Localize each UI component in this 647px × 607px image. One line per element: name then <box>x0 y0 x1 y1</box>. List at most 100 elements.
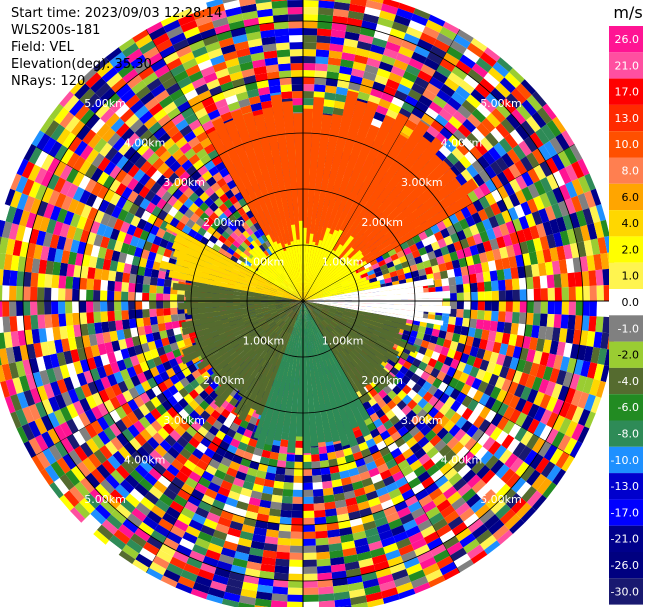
noise-gate <box>443 356 454 367</box>
noise-gate <box>91 152 105 168</box>
noise-gate <box>531 325 540 339</box>
noise-gate <box>425 19 443 33</box>
noise-gate <box>135 301 143 310</box>
noise-gate <box>142 72 159 86</box>
noise-gate <box>161 399 173 412</box>
noise-gate <box>575 286 583 301</box>
noise-gate <box>551 431 565 448</box>
noise-gate <box>137 266 146 276</box>
noise-gate <box>163 307 171 316</box>
noise-gate <box>505 493 522 509</box>
noise-gate <box>162 137 176 151</box>
noise-gate <box>462 344 473 356</box>
noise-gate <box>155 363 166 375</box>
noise-gate <box>146 152 160 166</box>
noise-gate <box>486 112 501 128</box>
noise-gate <box>257 236 265 245</box>
noise-gate <box>146 567 164 581</box>
noise-gate <box>520 430 534 446</box>
noise-gate <box>192 159 205 171</box>
noise-gate <box>85 438 100 454</box>
noise-gate <box>16 285 24 301</box>
noise-gate <box>377 463 389 474</box>
noise-gate <box>506 148 521 164</box>
noise-gate <box>276 544 291 553</box>
noise-gate <box>447 491 462 505</box>
noise-gate <box>414 337 423 347</box>
noise-gate <box>546 353 557 369</box>
noise-gate <box>134 105 149 119</box>
noise-gate <box>103 426 117 441</box>
noise-gate <box>154 444 168 458</box>
noise-gate <box>163 101 178 115</box>
noise-gate <box>76 124 91 141</box>
noise-gate <box>85 113 101 130</box>
noise-gate <box>56 235 67 251</box>
noise-gate <box>562 371 574 388</box>
noise-gate <box>332 584 349 594</box>
noise-gate <box>155 227 166 239</box>
noise-gate <box>31 455 45 472</box>
noise-gate <box>169 374 180 385</box>
noise-gate <box>315 530 328 539</box>
noise-gate <box>469 224 480 236</box>
noise-gate <box>166 562 184 576</box>
noise-gate <box>589 205 601 224</box>
noise-gate <box>106 238 117 251</box>
noise-gate <box>462 226 473 239</box>
noise-gate <box>76 372 88 387</box>
noise-gate <box>600 219 610 237</box>
noise-gate <box>561 301 569 315</box>
noise-gate <box>117 524 135 539</box>
noise-gate <box>100 290 108 301</box>
noise-gate <box>303 580 319 588</box>
noise-gate <box>74 481 90 498</box>
noise-gate <box>482 371 493 384</box>
noise-gate <box>328 542 343 552</box>
noise-gate <box>237 244 246 253</box>
noise-gate <box>60 437 75 454</box>
noise-gate <box>510 267 519 280</box>
noise-gate <box>115 196 128 209</box>
noise-gate <box>184 176 196 188</box>
noise-gate <box>248 497 261 507</box>
noise-gate <box>79 477 95 494</box>
noise-gate <box>81 334 91 348</box>
noise-gate <box>378 492 392 504</box>
noise-gate <box>143 267 153 277</box>
noise-gate <box>207 149 219 161</box>
noise-gate <box>72 156 86 172</box>
noise-gate <box>174 333 184 343</box>
noise-gate <box>96 61 114 78</box>
noise-gate <box>440 346 450 357</box>
noise-gate <box>115 182 127 196</box>
noise-gate <box>183 563 201 576</box>
noise-gate <box>577 158 590 176</box>
noise-gate <box>355 435 366 445</box>
noise-gate <box>369 259 378 267</box>
noise-gate <box>485 250 495 262</box>
noise-gate <box>0 332 6 349</box>
noise-gate <box>319 460 330 469</box>
noise-gate <box>531 111 547 129</box>
noise-gate <box>2 285 10 301</box>
noise-gate <box>415 352 425 362</box>
noise-gate <box>410 414 422 426</box>
noise-gate <box>207 441 219 453</box>
noise-gate <box>475 319 485 330</box>
noise-gate <box>59 111 75 129</box>
noise-gate <box>172 413 185 425</box>
noise-gate <box>158 95 174 109</box>
noise-gate <box>561 287 569 301</box>
noise-gate <box>177 513 192 526</box>
noise-gate <box>408 57 424 71</box>
noise-gate <box>478 419 491 433</box>
noise-gate <box>328 50 343 60</box>
noise-gate <box>424 482 439 495</box>
noise-gate <box>357 266 366 273</box>
noise-gate <box>96 171 110 186</box>
noise-gate <box>515 397 527 413</box>
noise-gate <box>303 91 314 99</box>
noise-gate <box>229 438 241 449</box>
noise-gate <box>100 498 116 515</box>
